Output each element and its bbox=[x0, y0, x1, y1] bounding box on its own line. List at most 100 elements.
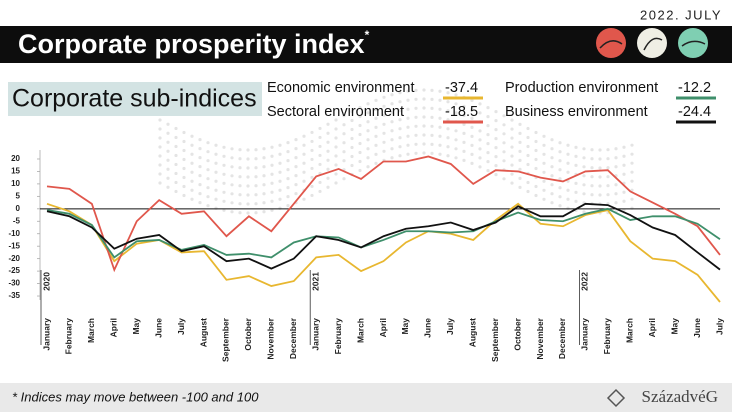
decor-dot bbox=[182, 148, 186, 153]
decor-dot bbox=[558, 186, 562, 190]
decor-dot bbox=[406, 152, 410, 156]
decor-dot bbox=[238, 193, 242, 197]
decor-dot bbox=[278, 188, 282, 192]
decor-dot bbox=[366, 138, 370, 142]
decor-dot bbox=[214, 143, 218, 147]
decor-dot bbox=[326, 167, 330, 171]
decor-dot bbox=[182, 175, 186, 180]
decor-dot bbox=[622, 190, 626, 194]
decor-dot bbox=[414, 124, 418, 128]
decor-dot bbox=[222, 145, 226, 149]
decor-dot bbox=[518, 167, 522, 171]
decor-dot bbox=[510, 145, 514, 149]
footer-band bbox=[0, 383, 732, 412]
decor-dot bbox=[470, 107, 474, 112]
decor-dot bbox=[598, 166, 602, 170]
decor-dot bbox=[462, 131, 466, 135]
decor-dot bbox=[278, 197, 282, 201]
decor-dot bbox=[598, 175, 602, 179]
decor-dot bbox=[342, 132, 346, 136]
y-tick-label: -30 bbox=[8, 279, 20, 288]
year-label: 2020 bbox=[41, 272, 51, 291]
decor-dot bbox=[214, 188, 218, 192]
decor-dot bbox=[582, 192, 586, 196]
y-tick-label: 20 bbox=[11, 154, 20, 163]
decor-dot bbox=[230, 210, 234, 214]
decor-dot bbox=[566, 161, 570, 165]
decor-dot bbox=[294, 165, 298, 169]
decor-dot bbox=[398, 127, 402, 131]
chart-title: Corporate prosperity index* bbox=[18, 28, 370, 59]
decor-dot bbox=[454, 147, 458, 151]
decor-dot bbox=[446, 109, 450, 113]
x-tick-label: August bbox=[467, 318, 477, 347]
decor-dot bbox=[526, 189, 530, 194]
decor-dot bbox=[262, 165, 266, 169]
decor-dot bbox=[166, 167, 170, 171]
decor-dot bbox=[326, 158, 330, 162]
x-tick-label: December bbox=[557, 317, 567, 359]
legend-label: Sectoral environment bbox=[267, 104, 404, 120]
decor-dot bbox=[582, 156, 586, 160]
decor-dot bbox=[574, 154, 578, 158]
decor-dot bbox=[542, 152, 546, 156]
decor-dot bbox=[422, 115, 426, 119]
decor-dot bbox=[630, 179, 634, 183]
decor-dot bbox=[238, 184, 242, 188]
decor-dot bbox=[382, 104, 386, 108]
decor-dot bbox=[390, 93, 394, 97]
decor-dot bbox=[398, 118, 402, 122]
decor-dot bbox=[238, 157, 242, 161]
decor-dot bbox=[462, 104, 466, 108]
decor-dot bbox=[262, 174, 266, 178]
decor-dot bbox=[558, 204, 562, 208]
decor-dot bbox=[302, 134, 306, 138]
x-tick-label: April bbox=[109, 318, 119, 337]
decor-dot bbox=[310, 184, 314, 189]
decor-dot bbox=[414, 133, 418, 137]
decor-dot bbox=[606, 184, 610, 188]
decor-dot bbox=[246, 184, 250, 188]
decor-dot bbox=[374, 98, 378, 102]
decor-dot bbox=[358, 159, 362, 164]
decor-dot bbox=[414, 97, 418, 101]
decor-dot bbox=[398, 145, 402, 149]
footnote: * Indices may move between -100 and 100 bbox=[12, 389, 259, 404]
decor-dot bbox=[334, 118, 338, 122]
decor-dot bbox=[534, 184, 538, 189]
decor-dot bbox=[422, 88, 426, 92]
decor-dot bbox=[246, 148, 250, 152]
decor-dot bbox=[382, 131, 386, 135]
decor-dot bbox=[566, 143, 570, 147]
decor-dot bbox=[622, 154, 626, 158]
decor-dot bbox=[590, 157, 594, 161]
decor-dot bbox=[262, 156, 266, 160]
decor-dot bbox=[550, 183, 554, 187]
decor-dot bbox=[254, 202, 258, 206]
x-tick-label: July bbox=[176, 318, 186, 335]
decor-dot bbox=[358, 105, 362, 110]
decor-dot bbox=[486, 106, 490, 110]
legend-label: Economic environment bbox=[267, 80, 415, 96]
decor-dot bbox=[334, 181, 338, 185]
decor-dot bbox=[470, 143, 474, 148]
decor-dot bbox=[374, 125, 378, 129]
x-tick-label: October bbox=[512, 317, 522, 350]
decor-dot bbox=[390, 129, 394, 133]
y-tick-label: 10 bbox=[11, 179, 20, 188]
decor-dot bbox=[518, 140, 522, 144]
decor-dot bbox=[534, 157, 538, 162]
y-tick-label: 0 bbox=[16, 204, 21, 213]
decor-dot bbox=[374, 161, 378, 165]
decor-dot bbox=[558, 141, 562, 145]
x-tick-label: January bbox=[310, 318, 320, 351]
decor-dot bbox=[502, 114, 506, 118]
decor-dot bbox=[534, 148, 538, 153]
x-tick-label: January bbox=[41, 318, 51, 351]
decor-dot bbox=[206, 159, 210, 163]
decor-dot bbox=[462, 149, 466, 153]
decor-dot bbox=[206, 204, 210, 208]
decor-dot bbox=[382, 140, 386, 144]
decor-dot bbox=[486, 151, 490, 155]
